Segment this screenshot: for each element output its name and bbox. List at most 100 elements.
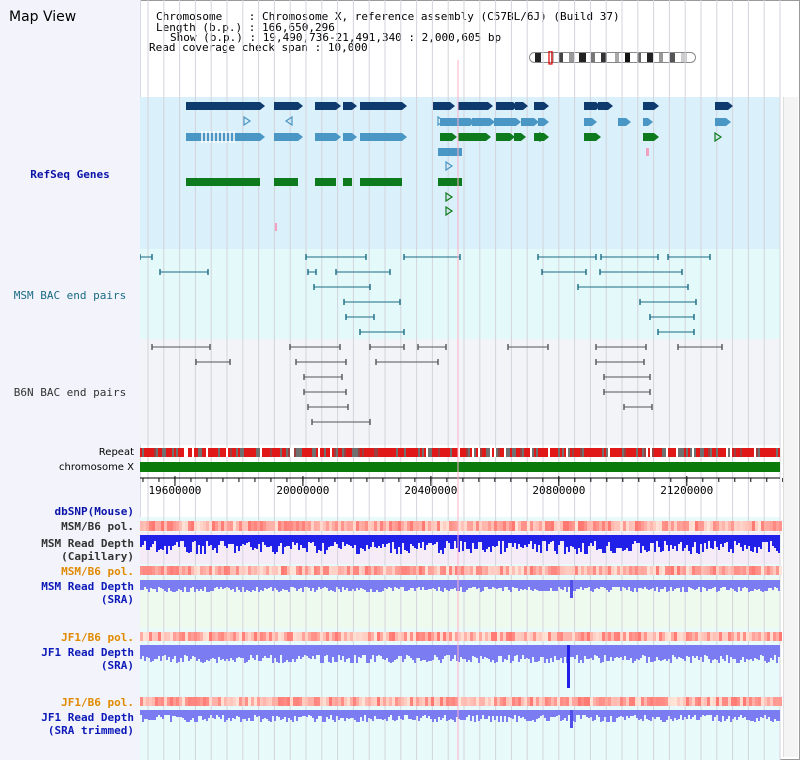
label-jf1-b6-pol[interactable]: JF1/B6 pol. bbox=[61, 631, 134, 644]
polymorphism-cell bbox=[593, 632, 596, 641]
repeat-segment bbox=[272, 448, 274, 457]
depth-bar bbox=[354, 645, 356, 655]
label-msm-bac-end-pairs[interactable]: MSM BAC end pairs bbox=[13, 289, 127, 302]
polymorphism-cell bbox=[761, 632, 764, 641]
repeat-segment bbox=[408, 448, 410, 457]
depth-bar bbox=[710, 645, 712, 663]
depth-bar bbox=[514, 535, 516, 543]
polymorphism-cell bbox=[395, 521, 398, 531]
depth-bar bbox=[546, 580, 548, 591]
depth-bar bbox=[544, 580, 546, 591]
depth-bar bbox=[380, 645, 382, 656]
depth-bar bbox=[562, 580, 564, 590]
polymorphism-cell bbox=[608, 697, 611, 706]
depth-bar bbox=[258, 535, 260, 544]
label-msm-b6-pol[interactable]: MSM/B6 pol. bbox=[61, 520, 134, 533]
repeat-segment bbox=[546, 448, 548, 457]
depth-bar bbox=[456, 710, 458, 717]
label-msm-read-depth-sra[interactable]: MSM Read Depth (SRA) bbox=[41, 580, 134, 606]
gene-block bbox=[643, 118, 648, 126]
label-jf1-read-depth-trimmed[interactable]: JF1 Read Depth (SRA trimmed) bbox=[41, 711, 134, 737]
read-depth-tracks bbox=[140, 535, 780, 728]
depth-bar bbox=[738, 580, 740, 587]
depth-bar bbox=[428, 710, 430, 716]
depth-bar bbox=[440, 710, 442, 720]
depth-bar bbox=[380, 580, 382, 592]
depth-bar bbox=[182, 645, 184, 662]
depth-bar bbox=[444, 535, 446, 548]
depth-bar bbox=[194, 645, 196, 657]
depth-bar bbox=[602, 580, 604, 587]
depth-bar bbox=[344, 580, 346, 590]
depth-bar bbox=[390, 535, 392, 553]
polymorphism-cell bbox=[668, 632, 671, 641]
depth-bar bbox=[616, 580, 618, 587]
depth-bar bbox=[218, 645, 220, 657]
polymorphism-cell bbox=[620, 632, 623, 641]
label-msm-read-depth-capillary[interactable]: MSM Read Depth (Capillary) bbox=[41, 537, 134, 563]
polymorphism-cell bbox=[596, 566, 599, 575]
b6n-bac-background bbox=[140, 339, 780, 445]
depth-bar bbox=[608, 580, 610, 592]
repeat-segment bbox=[262, 448, 264, 457]
polymorphism-cell bbox=[392, 566, 395, 575]
label-jf1-b6-pol-2[interactable]: JF1/B6 pol. bbox=[61, 696, 134, 709]
depth-bar bbox=[644, 710, 646, 715]
depth-bar bbox=[694, 645, 696, 658]
repeat-segment bbox=[140, 448, 142, 457]
depth-bar bbox=[622, 710, 624, 717]
depth-bar bbox=[250, 580, 252, 592]
polymorphism-cell bbox=[668, 697, 671, 706]
depth-bar bbox=[508, 535, 510, 543]
depth-bar bbox=[234, 535, 236, 553]
polymorphism-cell bbox=[377, 566, 380, 575]
polymorphism-cell bbox=[668, 566, 671, 575]
depth-bar bbox=[640, 645, 642, 658]
depth-bar bbox=[322, 580, 324, 588]
depth-bar bbox=[618, 645, 620, 658]
label-dbsnp-mouse[interactable]: dbSNP(Mouse) bbox=[54, 505, 134, 518]
depth-bar bbox=[520, 710, 522, 718]
repeat-segment bbox=[578, 448, 580, 457]
genome-map-canvas[interactable]: 19600000 20000000 20400000 20800000 21200000 bbox=[140, 0, 783, 760]
vertical-scrollbar[interactable] bbox=[783, 97, 798, 757]
polymorphism-cell bbox=[479, 697, 482, 706]
polymorphism-cell bbox=[470, 632, 473, 641]
polymorphism-cell bbox=[362, 632, 365, 641]
repeat-segment bbox=[728, 448, 730, 457]
repeat-segment bbox=[726, 448, 728, 457]
polymorphism-cell bbox=[398, 521, 401, 531]
depth-bar bbox=[688, 710, 690, 715]
depth-bar bbox=[570, 535, 572, 546]
repeat-segment bbox=[446, 448, 448, 457]
refseq-gene-track[interactable] bbox=[186, 102, 733, 231]
depth-bar bbox=[290, 535, 292, 549]
bac-end-pair-tracks[interactable] bbox=[140, 254, 723, 425]
polymorphism-cell bbox=[140, 632, 143, 641]
gene-arrow-icon bbox=[544, 118, 549, 126]
label-msm-b6-pol-2[interactable]: MSM/B6 pol. bbox=[61, 565, 134, 578]
depth-bar bbox=[330, 535, 332, 546]
polymorphism-cell bbox=[368, 521, 371, 531]
polymorphism-cell bbox=[350, 697, 353, 706]
depth-bar bbox=[226, 710, 228, 720]
polymorphism-cell bbox=[704, 566, 707, 575]
depth-bar bbox=[184, 645, 186, 655]
polymorphism-cell bbox=[566, 632, 569, 641]
polymorphism-cell bbox=[410, 521, 413, 531]
repeat-segment bbox=[278, 448, 280, 457]
depth-bar bbox=[284, 580, 286, 590]
label-refseq-genes[interactable]: RefSeq Genes bbox=[30, 168, 110, 181]
repeat-segment bbox=[650, 448, 652, 457]
gene-arrow-icon bbox=[352, 102, 357, 110]
label-b6n-bac-end-pairs[interactable]: B6N BAC end pairs bbox=[13, 386, 127, 399]
polymorphism-cell bbox=[734, 521, 737, 531]
repeat-segment bbox=[586, 448, 588, 457]
depth-bar bbox=[342, 645, 344, 656]
depth-bar bbox=[208, 535, 210, 546]
repeat-segment bbox=[176, 448, 178, 457]
depth-bar bbox=[414, 645, 416, 663]
label-jf1-read-depth-sra[interactable]: JF1 Read Depth (SRA) bbox=[41, 646, 134, 672]
depth-bar bbox=[360, 535, 362, 548]
depth-bar bbox=[706, 580, 708, 591]
